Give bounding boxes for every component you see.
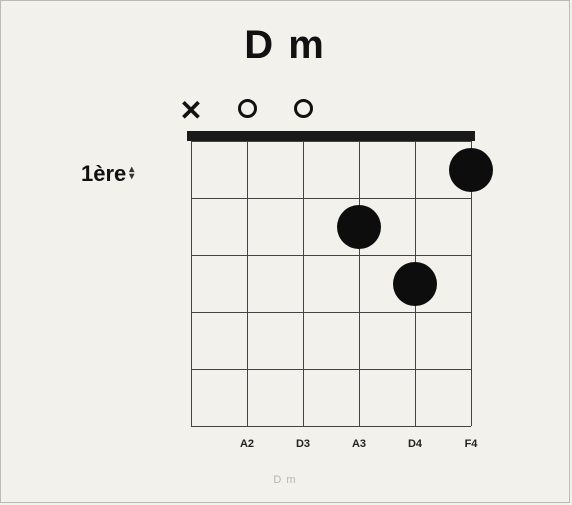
string-line [191,141,192,426]
note-label: A2 [240,438,254,450]
chord-diagram [191,141,471,426]
note-label: A3 [352,438,366,450]
fret-position-text: 1ère [81,161,126,186]
fret-position-label[interactable]: 1ère▴▾ [81,161,134,187]
string-line [303,141,304,426]
note-label: F4 [465,438,478,450]
string-line [247,141,248,426]
fret-line [191,312,471,313]
footer-chord-label: D m [1,474,569,486]
chord-title: D m [1,23,569,68]
open-string-icon [238,99,257,118]
nut-bar [187,131,475,141]
chord-card: D m 1ère▴▾ D m ✕ A2 D3 A3 D4 F4 [0,0,570,503]
fret-line [191,198,471,199]
fret-line [191,426,471,427]
fret-line [191,141,471,142]
finger-dot [393,262,437,306]
finger-dot [337,205,381,249]
fret-line [191,369,471,370]
note-label: D3 [296,438,310,450]
string-line [359,141,360,426]
finger-dot [449,148,493,192]
stepper-arrows-icon[interactable]: ▴▾ [129,166,134,180]
fret-line [191,255,471,256]
mute-string-icon: ✕ [179,94,203,127]
note-label: D4 [408,438,422,450]
open-string-icon [294,99,313,118]
